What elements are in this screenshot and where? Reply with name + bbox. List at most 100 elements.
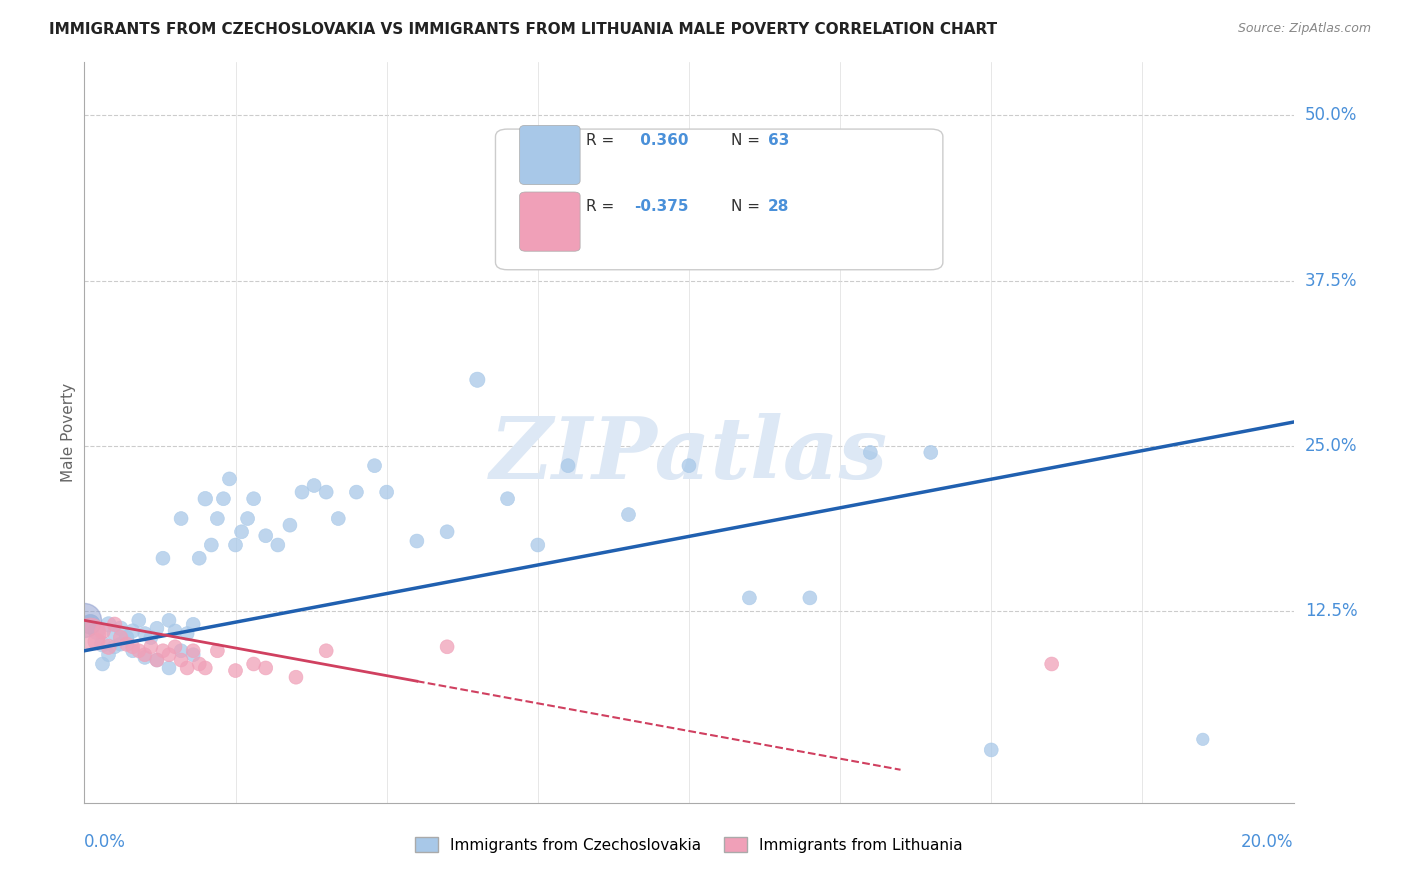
FancyBboxPatch shape [520,126,581,185]
Point [115,631,138,645]
Text: 28: 28 [768,200,789,214]
Point [194,491,217,506]
Point [115,637,138,651]
Point [285,670,308,684]
Point [121,624,143,638]
Point [121,640,143,654]
Point [557,458,579,473]
Point [176,626,198,640]
Text: IMMIGRANTS FROM CZECHOSLOVAKIA VS IMMIGRANTS FROM LITHUANIA MALE POVERTY CORRELA: IMMIGRANTS FROM CZECHOSLOVAKIA VS IMMIGR… [49,22,997,37]
Point [406,534,429,549]
Point [1040,657,1063,671]
Point [165,624,187,638]
Point [242,491,264,506]
Point [267,538,290,552]
Point [91,637,114,651]
Point [115,631,138,645]
Y-axis label: Male Poverty: Male Poverty [60,383,76,483]
Point [181,644,204,658]
Text: 12.5%: 12.5% [1305,602,1357,620]
Point [254,529,277,543]
Point [79,626,101,640]
Point [207,644,229,658]
Point [678,458,700,473]
Legend: Immigrants from Czechoslovakia, Immigrants from Lithuania: Immigrants from Czechoslovakia, Immigran… [406,828,972,862]
Text: 37.5%: 37.5% [1305,271,1357,290]
Point [738,591,761,605]
Point [104,626,127,640]
Point [859,445,882,459]
Point [134,648,156,662]
Point [242,657,264,671]
Point [104,640,127,654]
Point [236,511,259,525]
Point [436,640,458,654]
Point [152,551,174,566]
Text: N =: N = [731,133,765,148]
Point [157,648,180,662]
Text: Source: ZipAtlas.com: Source: ZipAtlas.com [1237,22,1371,36]
Text: 63: 63 [768,133,789,148]
Text: -0.375: -0.375 [634,200,689,214]
Point [315,644,337,658]
Point [980,743,1002,757]
Point [527,538,550,552]
Point [146,653,169,667]
Point [920,445,942,459]
Point [110,631,132,645]
Point [346,485,368,500]
Point [278,518,301,533]
Point [170,511,193,525]
Point [91,624,114,638]
Point [315,485,337,500]
Point [194,661,217,675]
Point [97,617,120,632]
Point [110,637,132,651]
Point [291,485,314,500]
Point [86,624,108,638]
Point [231,524,253,539]
Point [134,626,156,640]
Point [79,617,101,632]
Point [121,644,143,658]
Point [188,551,211,566]
Point [152,644,174,658]
Point [212,491,235,506]
Point [176,661,198,675]
Point [157,613,180,627]
Point [617,508,640,522]
Text: R =: R = [586,200,619,214]
Point [86,634,108,648]
Point [218,472,240,486]
Text: N =: N = [731,200,765,214]
Point [146,653,169,667]
Point [363,458,385,473]
Point [73,613,96,627]
Point [165,640,187,654]
FancyBboxPatch shape [520,192,581,252]
Text: R =: R = [586,133,619,148]
Point [375,485,398,500]
Point [110,621,132,635]
Point [467,373,489,387]
Point [97,648,120,662]
Point [200,538,222,552]
Point [91,657,114,671]
Point [146,621,169,635]
Text: 50.0%: 50.0% [1305,106,1357,124]
Point [128,613,150,627]
Point [207,511,229,525]
Point [1192,732,1215,747]
Point [225,664,247,678]
Point [139,631,162,645]
Point [97,640,120,654]
Point [254,661,277,675]
FancyBboxPatch shape [495,129,943,269]
Point [139,640,162,654]
Point [799,591,821,605]
Point [128,644,150,658]
Point [134,650,156,665]
Point [302,478,325,492]
Point [328,511,350,525]
Point [496,491,519,506]
